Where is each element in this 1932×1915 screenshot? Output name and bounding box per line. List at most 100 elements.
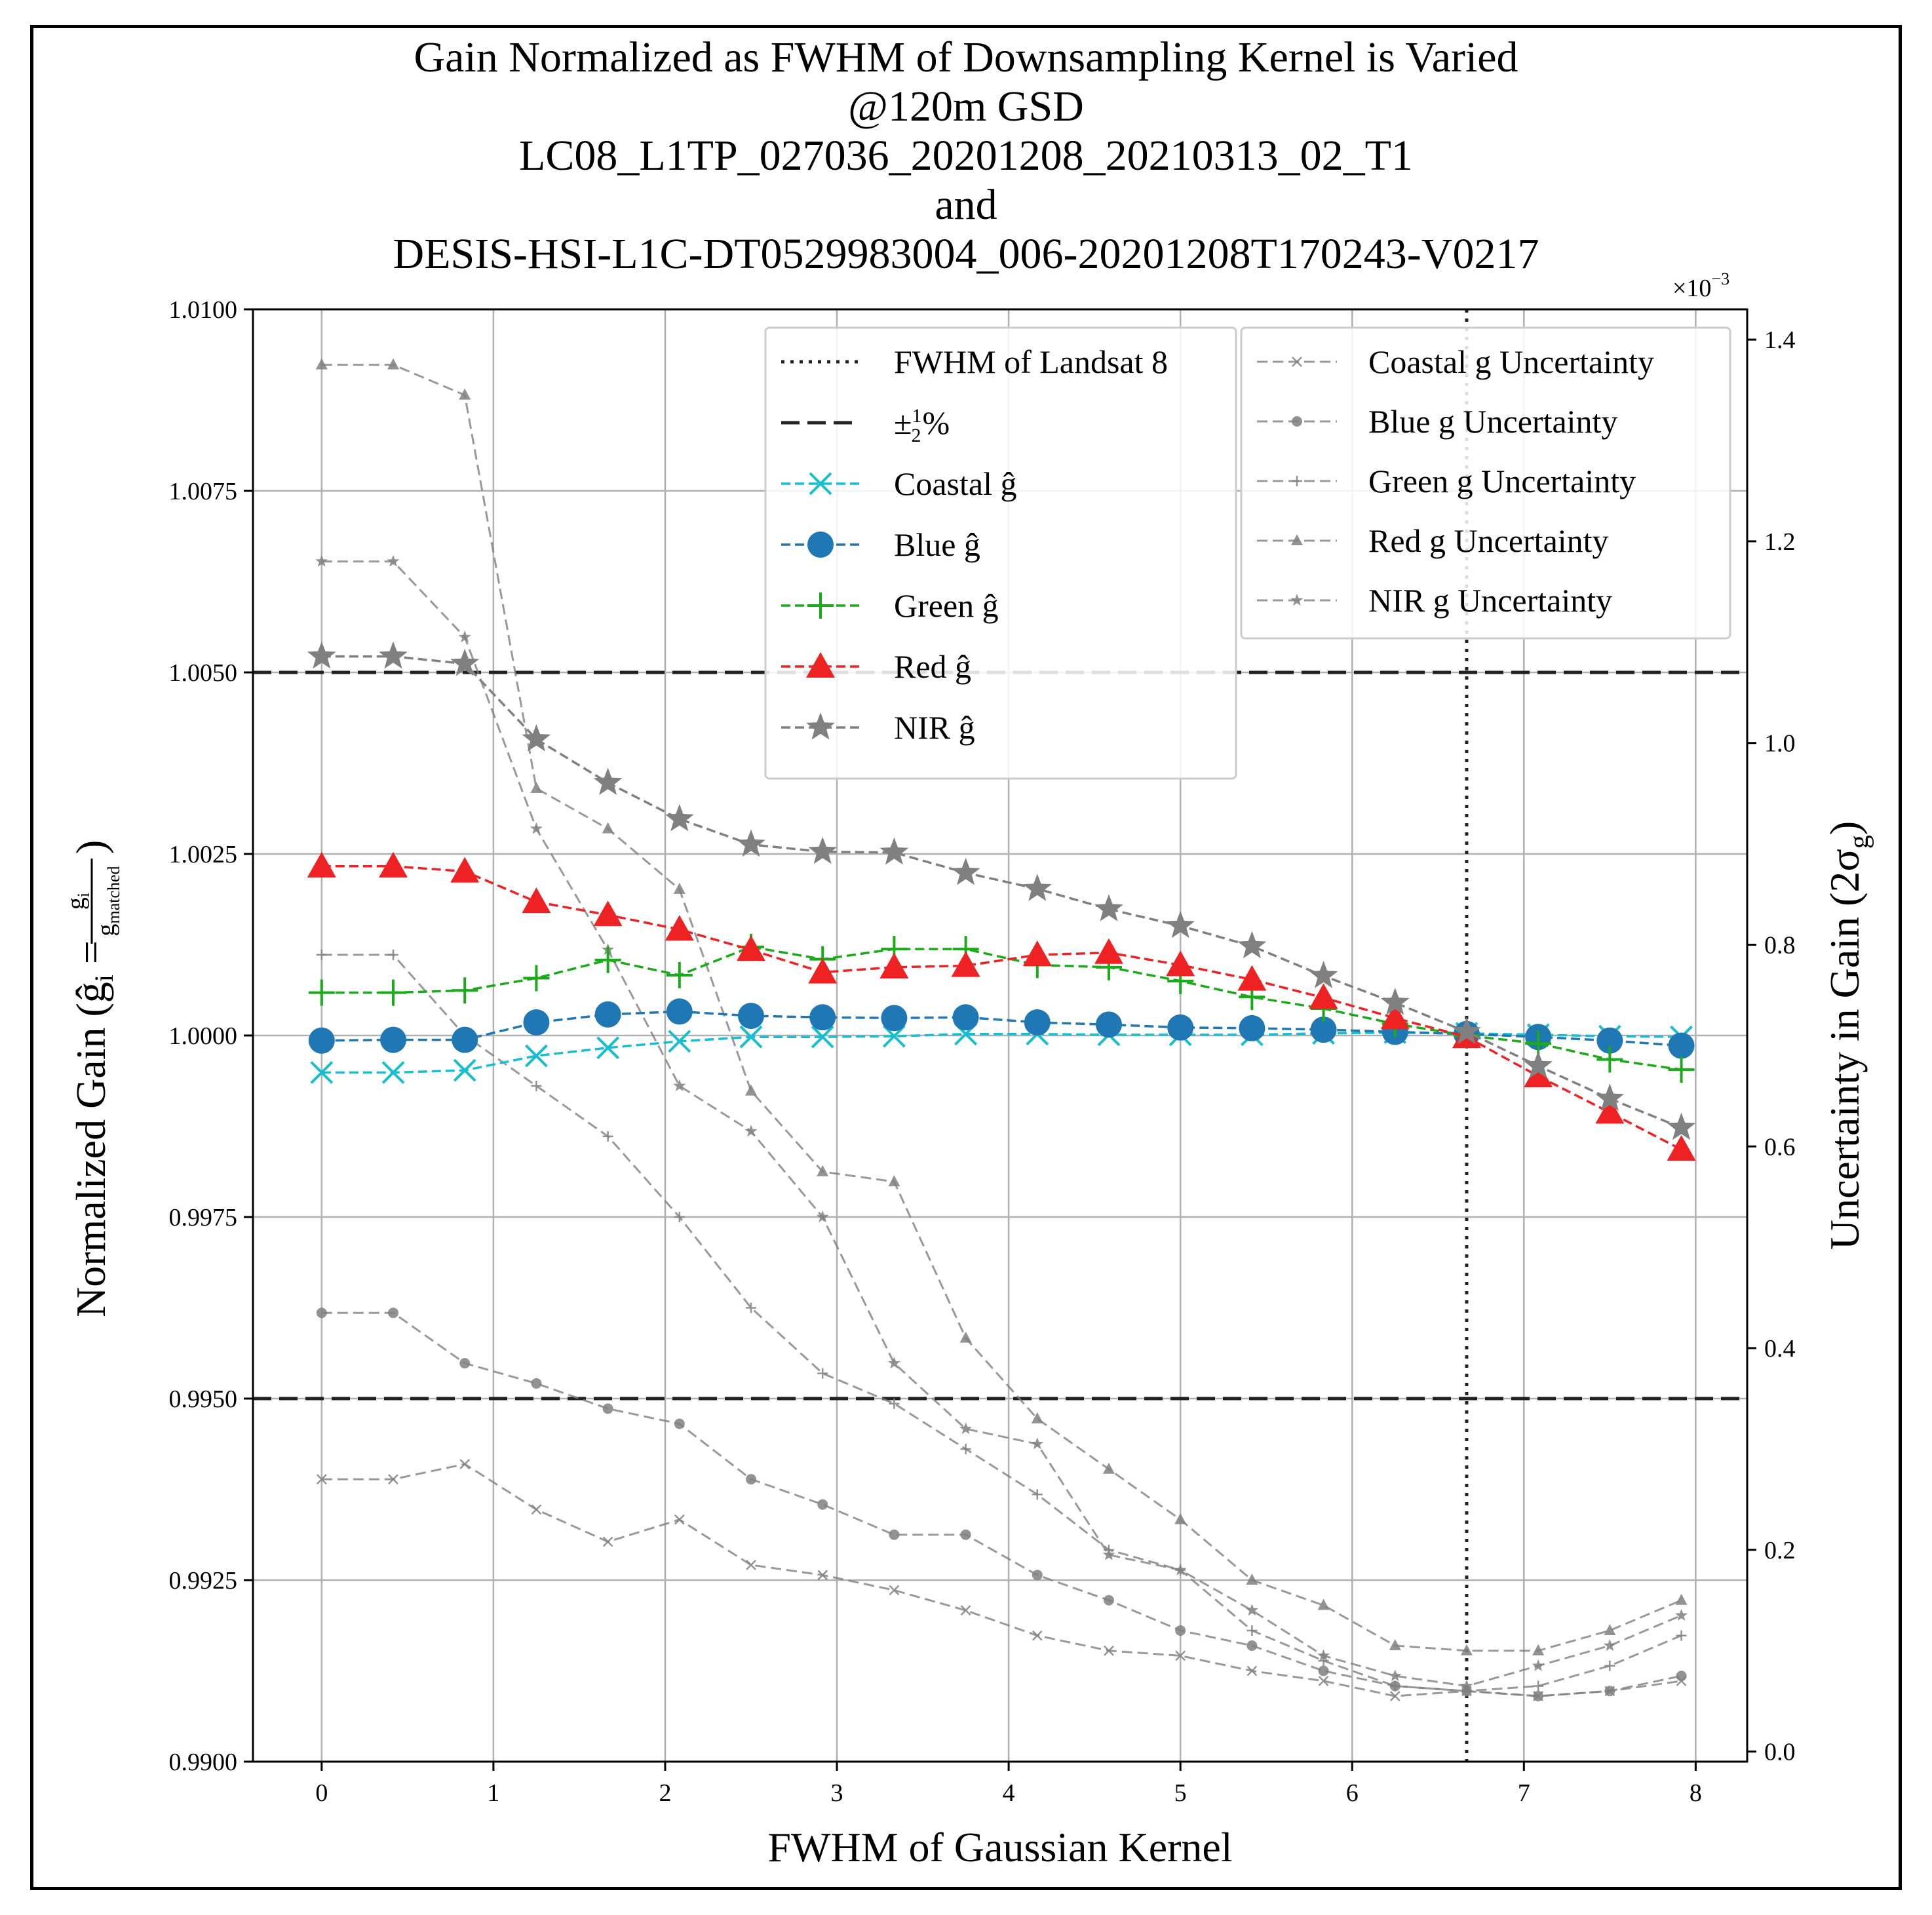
data-point-nir <box>1452 1016 1481 1045</box>
data-point-coastal <box>381 1061 405 1084</box>
title-line-4: and <box>935 181 997 229</box>
data-point-green <box>666 962 693 989</box>
ylabel-left-fraction: gi gmatched <box>62 858 123 944</box>
y-right-tick-label: 0.6 <box>1764 1133 1796 1161</box>
y-right-tick-label: 0.2 <box>1764 1537 1796 1564</box>
data-point-blue-g-uncertainty <box>817 1499 828 1510</box>
x-tick-label: 6 <box>1346 1779 1359 1807</box>
data-point-red <box>307 851 336 878</box>
data-point-red-g-uncertainty <box>817 1165 829 1176</box>
data-point-blue-g-uncertainty <box>1103 1595 1114 1606</box>
data-point-nir-g-uncertainty <box>1603 1639 1616 1652</box>
data-point-coastal-g-uncertainty <box>1104 1645 1114 1656</box>
data-point-red <box>951 951 980 977</box>
data-point-green-g-uncertainty <box>889 1398 900 1409</box>
data-point-nir <box>307 641 336 669</box>
data-point-coastal-g-uncertainty <box>1318 1676 1329 1686</box>
data-point-nir-g-uncertainty <box>1031 1437 1044 1450</box>
legend-label: FWHM of Landsat 8 <box>894 343 1168 380</box>
legend-right: Coastal g Uncertainty Blue g Uncertainty G… <box>1240 326 1731 640</box>
legend-label: Blue g Uncertainty <box>1368 403 1617 440</box>
data-point-blue-g-uncertainty <box>746 1474 756 1485</box>
data-point-coastal-g-uncertainty <box>316 1474 327 1484</box>
data-point-nir-g-uncertainty <box>1317 1649 1330 1661</box>
series-nir <box>307 641 1696 1140</box>
data-point-nir <box>951 857 980 885</box>
data-point-nir <box>1022 874 1052 901</box>
data-point-green-g-uncertainty <box>746 1302 756 1313</box>
data-point-blue <box>452 1026 478 1053</box>
legend-swatch-marker <box>1291 534 1303 545</box>
data-point-green-g-uncertainty <box>817 1368 828 1379</box>
data-point-green <box>308 979 335 1006</box>
y-right-tick-label: 0.8 <box>1764 932 1796 959</box>
ylabel-left-sub-i: i <box>89 975 119 982</box>
x-tick-label: 3 <box>831 1779 843 1807</box>
data-point-red-g-uncertainty <box>1604 1623 1616 1635</box>
data-point-nir <box>1524 1051 1553 1079</box>
y-right-tick-label: 1.2 <box>1764 528 1796 556</box>
data-point-nir <box>1595 1083 1625 1111</box>
data-point-nir-g-uncertainty <box>1174 1563 1187 1576</box>
y-left-tick-label: 1.0100 <box>169 296 238 324</box>
legend-item: Red g Uncertainty <box>1257 522 1609 559</box>
data-point-nir <box>1166 910 1195 938</box>
data-point-nir-g-uncertainty <box>1532 1659 1545 1671</box>
y-left-tick-label: 1.0050 <box>169 659 238 687</box>
series-line-blue-g-uncertainty <box>321 1311 1682 1697</box>
data-point-coastal-g-uncertainty <box>602 1536 613 1547</box>
series-layer <box>307 358 1696 1701</box>
data-point-red-g-uncertainty <box>745 1084 757 1096</box>
legend-swatch-marker <box>809 472 832 495</box>
data-point-red <box>522 887 551 914</box>
data-point-nir-g-uncertainty <box>315 554 328 567</box>
legend-label: ±1 2% <box>894 404 950 446</box>
x-tick-label: 8 <box>1690 1779 1702 1807</box>
legend-label: NIR g Uncertainty <box>1368 582 1612 619</box>
data-point-coastal <box>882 1024 906 1048</box>
data-point-green <box>523 965 550 992</box>
legend-left: FWHM of Landsat 8 ±1 2% Coastal ĝ Blue ĝ Gree… <box>764 326 1237 780</box>
legend-label: Coastal g Uncertainty <box>1368 343 1654 380</box>
data-point-blue <box>594 1001 621 1028</box>
legend-box <box>764 326 1237 780</box>
legend-swatch-marker <box>807 592 834 619</box>
data-point-nir-g-uncertainty <box>1389 1669 1402 1682</box>
data-point-red-g-uncertainty <box>1460 1644 1473 1655</box>
data-point-green-g-uncertainty <box>1533 1680 1544 1692</box>
data-point-nir <box>450 648 480 676</box>
data-point-coastal <box>739 1025 763 1049</box>
series-blue-g-uncertainty <box>316 1307 1687 1701</box>
legend-item: ±1 2% <box>781 404 950 446</box>
data-point-blue <box>666 998 693 1025</box>
legend-item: FWHM of Landsat 8 <box>781 343 1168 380</box>
data-point-coastal-g-uncertainty <box>1175 1650 1186 1661</box>
data-point-nir-g-uncertainty <box>1675 1608 1688 1621</box>
series-line-green-g-uncertainty <box>321 954 1682 1692</box>
data-point-blue <box>809 1004 836 1031</box>
legend-swatch-marker <box>807 532 834 558</box>
series-blue <box>308 998 1695 1059</box>
axis-ticks: 0 1 2 3 4 5 6 7 8 0.9900 0.9925 0.9950 0.9975 1.0000 1… <box>169 296 1796 1807</box>
data-point-blue <box>738 1003 764 1030</box>
data-point-blue-g-uncertainty <box>1604 1686 1615 1697</box>
data-point-coastal-g-uncertainty <box>531 1504 542 1515</box>
legend-label: Coastal ĝ <box>894 465 1016 502</box>
data-point-red-g-uncertainty <box>1102 1462 1115 1474</box>
legend-swatch-marker <box>1290 594 1304 606</box>
legend-label: Red g Uncertainty <box>1368 522 1609 559</box>
data-point-red <box>1094 938 1123 964</box>
data-point-nir-g-uncertainty <box>673 1079 686 1091</box>
ylabel-right-sub: g <box>1844 835 1874 849</box>
data-point-coastal-g-uncertainty <box>1389 1691 1401 1701</box>
series-line-red <box>321 865 1682 1151</box>
title-line-2: @120m GSD <box>848 83 1084 130</box>
data-point-blue <box>380 1026 407 1053</box>
data-point-green <box>1596 1046 1623 1073</box>
data-point-green <box>594 946 621 973</box>
data-point-blue <box>1239 1015 1265 1041</box>
legend-swatch-marker <box>806 652 835 678</box>
data-point-red-g-uncertainty <box>387 358 400 370</box>
data-point-blue-g-uncertainty <box>1246 1640 1258 1652</box>
